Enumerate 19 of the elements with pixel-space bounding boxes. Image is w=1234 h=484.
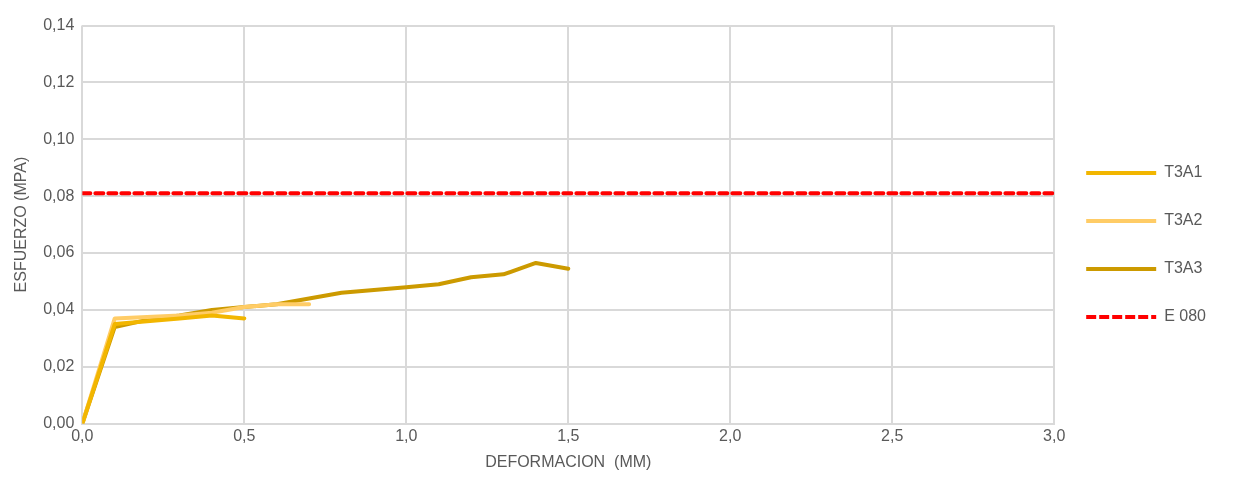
- x-tick-label: 2,0: [719, 426, 742, 444]
- x-tick-label: 0,5: [233, 426, 256, 444]
- legend-label: T3A3: [1164, 259, 1203, 277]
- y-tick-label: 0,08: [43, 186, 75, 204]
- x-axis-title: DEFORMACION (MM): [485, 452, 652, 470]
- y-axis-title: ESFUERZO (MPA): [12, 156, 30, 293]
- x-tick-label: 1,0: [395, 426, 418, 444]
- y-tick-label: 0,02: [43, 357, 75, 375]
- y-tick-label: 0,14: [43, 16, 75, 34]
- x-tick-label: 2,5: [881, 426, 904, 444]
- legend-label: T3A1: [1164, 163, 1203, 181]
- y-tick-label: 0,10: [43, 129, 75, 147]
- x-tick-label: 3,0: [1043, 426, 1066, 444]
- legend-label: E 080: [1164, 307, 1207, 325]
- y-tick-label: 0,04: [43, 300, 75, 318]
- y-tick-label: 0,06: [43, 243, 75, 261]
- x-tick-label: 1,5: [557, 426, 580, 444]
- legend-label: T3A2: [1164, 211, 1203, 229]
- y-tick-label: 0,12: [43, 72, 75, 90]
